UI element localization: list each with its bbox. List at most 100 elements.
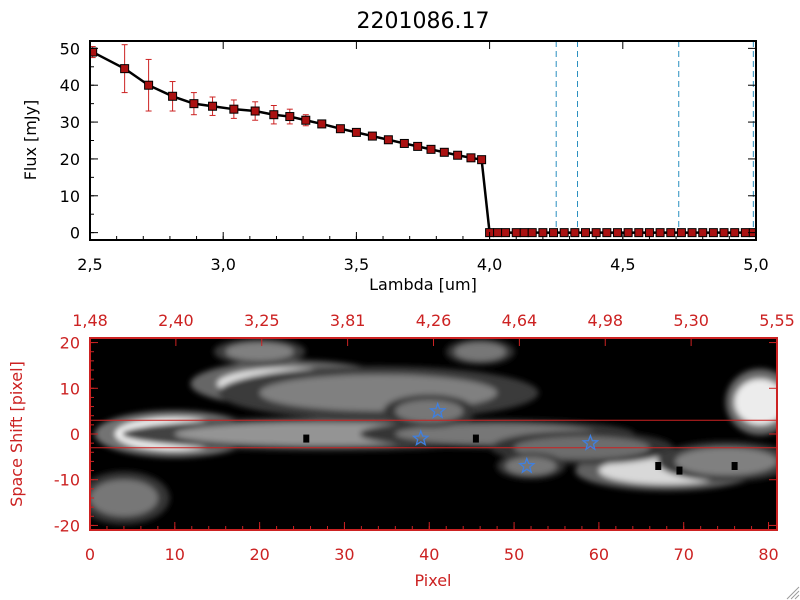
bottom-top-axis-tick-label: 5,30 [673,311,709,330]
bottom-y-tick-label: 20 [60,334,80,353]
top-x-tick-label: 3,5 [344,255,369,274]
flux-data-point [426,144,436,154]
heatmap-dark-pixel [303,434,310,443]
flux-data-point [676,228,686,238]
heatmap-dark-pixel [472,434,479,443]
flux-data-point [698,228,708,238]
bottom-top-axis-tick-label: 4,26 [416,311,452,330]
flux-data-point [666,228,676,238]
bottom-y-tick-label: 0 [70,425,80,444]
bottom-top-axis-tick-label: 2,40 [158,311,194,330]
resize-grip-icon[interactable] [786,586,800,600]
flux-data-point [602,228,612,238]
top-x-tick-label: 3,0 [210,255,235,274]
bottom-x-tick-label: 70 [674,545,694,564]
flux-data-point [120,64,130,74]
flux-data-point [269,110,279,120]
flux-data-point [144,80,154,90]
top-x-tick-label: 4,0 [477,255,502,274]
flux-data-point [351,127,361,137]
bottom-top-axis-tick-label: 4,64 [502,311,538,330]
source-star-marker [411,429,430,447]
top-y-tick-label: 50 [60,39,80,58]
flux-data-point [591,228,601,238]
top-x-axis-label: Lambda [um] [369,275,477,294]
flux-data-point [612,228,622,238]
flux-data-point [511,228,521,238]
flux-data-point [708,228,718,238]
flux-data-point [644,228,654,238]
bottom-y-tick-label: 10 [60,379,80,398]
flux-data-point [519,228,529,238]
bottom-top-axis-tick-label: 3,81 [330,311,366,330]
source-star-marker [428,401,447,419]
bottom-x-tick-label: 80 [758,545,778,564]
heatmap-dark-pixel [731,462,738,470]
flux-data-point [687,228,697,238]
heatmap-blob [90,479,158,517]
flux-data-point [719,228,729,238]
top-plot-frame [89,40,757,241]
bottom-y-tick-label: -10 [54,471,80,490]
heatmap-dark-pixel [655,462,662,470]
flux-data-point [559,228,569,238]
flux-data-point [570,228,580,238]
flux-data-point [538,228,548,238]
flux-data-point [439,147,449,157]
top-chart-title: 2201086.17 [357,9,490,34]
top-x-tick-label: 5,0 [743,255,768,274]
flux-data-point [208,101,218,111]
flux-data-point [229,104,239,114]
bottom-x-tick-label: 20 [249,545,269,564]
source-star-marker [517,456,536,474]
top-y-tick-label: 10 [60,187,80,206]
top-y-tick-label: 30 [60,113,80,132]
flux-data-point [634,228,644,238]
bottom-x-tick-label: 50 [504,545,524,564]
bottom-x-tick-label: 10 [165,545,185,564]
flux-data-point [301,115,311,125]
bottom-x-tick-label: 0 [85,545,95,564]
bottom-y-tick-label: -20 [54,516,80,535]
flux-series-line [92,50,754,234]
bottom-top-axis-tick-label: 3,25 [244,311,280,330]
flux-data-point [383,135,393,145]
flux-data-point [285,112,295,122]
top-x-tick-label: 2,5 [77,255,102,274]
bottom-y-axis-label: Space Shift [pixel] [7,361,26,507]
bottom-top-axis-tick-label: 5,55 [759,311,795,330]
bottom-x-tick-label: 30 [334,545,354,564]
bottom-x-tick-label: 40 [419,545,439,564]
flux-data-point [466,153,476,163]
top-y-tick-label: 20 [60,150,80,169]
top-y-tick-label: 40 [60,76,80,95]
top-y-axis-label: Flux [mJy] [21,100,40,181]
flux-data-point [493,228,503,238]
flux-data-point [168,91,178,101]
flux-data-point [453,150,463,160]
bottom-x-axis-label: Pixel [414,571,451,590]
top-y-tick-label: 0 [70,224,80,243]
bottom-x-tick-label: 60 [589,545,609,564]
flux-data-point [477,155,487,165]
flux-data-point [335,124,345,134]
heatmap-blob [454,342,506,361]
flux-data-point [317,119,327,129]
flux-data-point [623,228,633,238]
flux-data-point [399,138,409,148]
flux-data-point [501,228,511,238]
flux-data-point [581,228,591,238]
heatmap-dark-pixel [676,466,683,475]
flux-data-point [549,228,559,238]
flux-data-point [413,141,423,151]
flux-data-point [730,228,740,238]
flux-data-point [367,131,377,141]
heatmap-blob [395,399,464,423]
source-star-marker [581,433,600,451]
heatmap-blob [225,342,294,361]
bottom-top-axis-tick-label: 1,48 [72,311,108,330]
bottom-top-axis-tick-label: 4,98 [587,311,623,330]
flux-data-point [655,228,665,238]
flux-data-point [189,99,199,109]
